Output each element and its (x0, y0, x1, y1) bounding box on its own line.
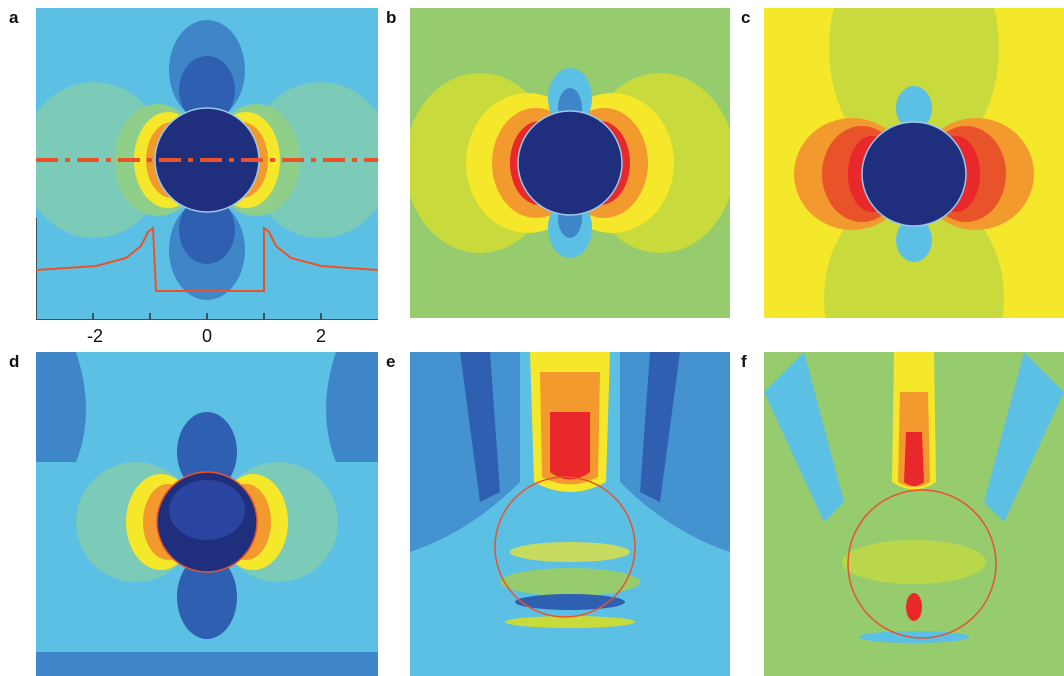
panel-f-field-map (764, 352, 1064, 676)
x-tick-label-neg2: -2 (86, 326, 104, 346)
panel-label-f: f (741, 352, 747, 371)
panel-b-field-map (410, 8, 730, 318)
panel-c-field-map (764, 8, 1064, 318)
x-tick-label-0: 0 (201, 326, 213, 346)
panel-d-field-map (36, 352, 378, 676)
panel-label-a: a (9, 8, 19, 27)
panel-label-d: d (9, 352, 20, 371)
panel-a-field-map (36, 8, 378, 320)
panel-label-e: e (386, 352, 396, 371)
panel-e-field-map (410, 352, 730, 676)
panel-label-b: b (386, 8, 397, 27)
x-tick-label-2: 2 (315, 326, 327, 346)
panel-label-c: c (741, 8, 751, 27)
